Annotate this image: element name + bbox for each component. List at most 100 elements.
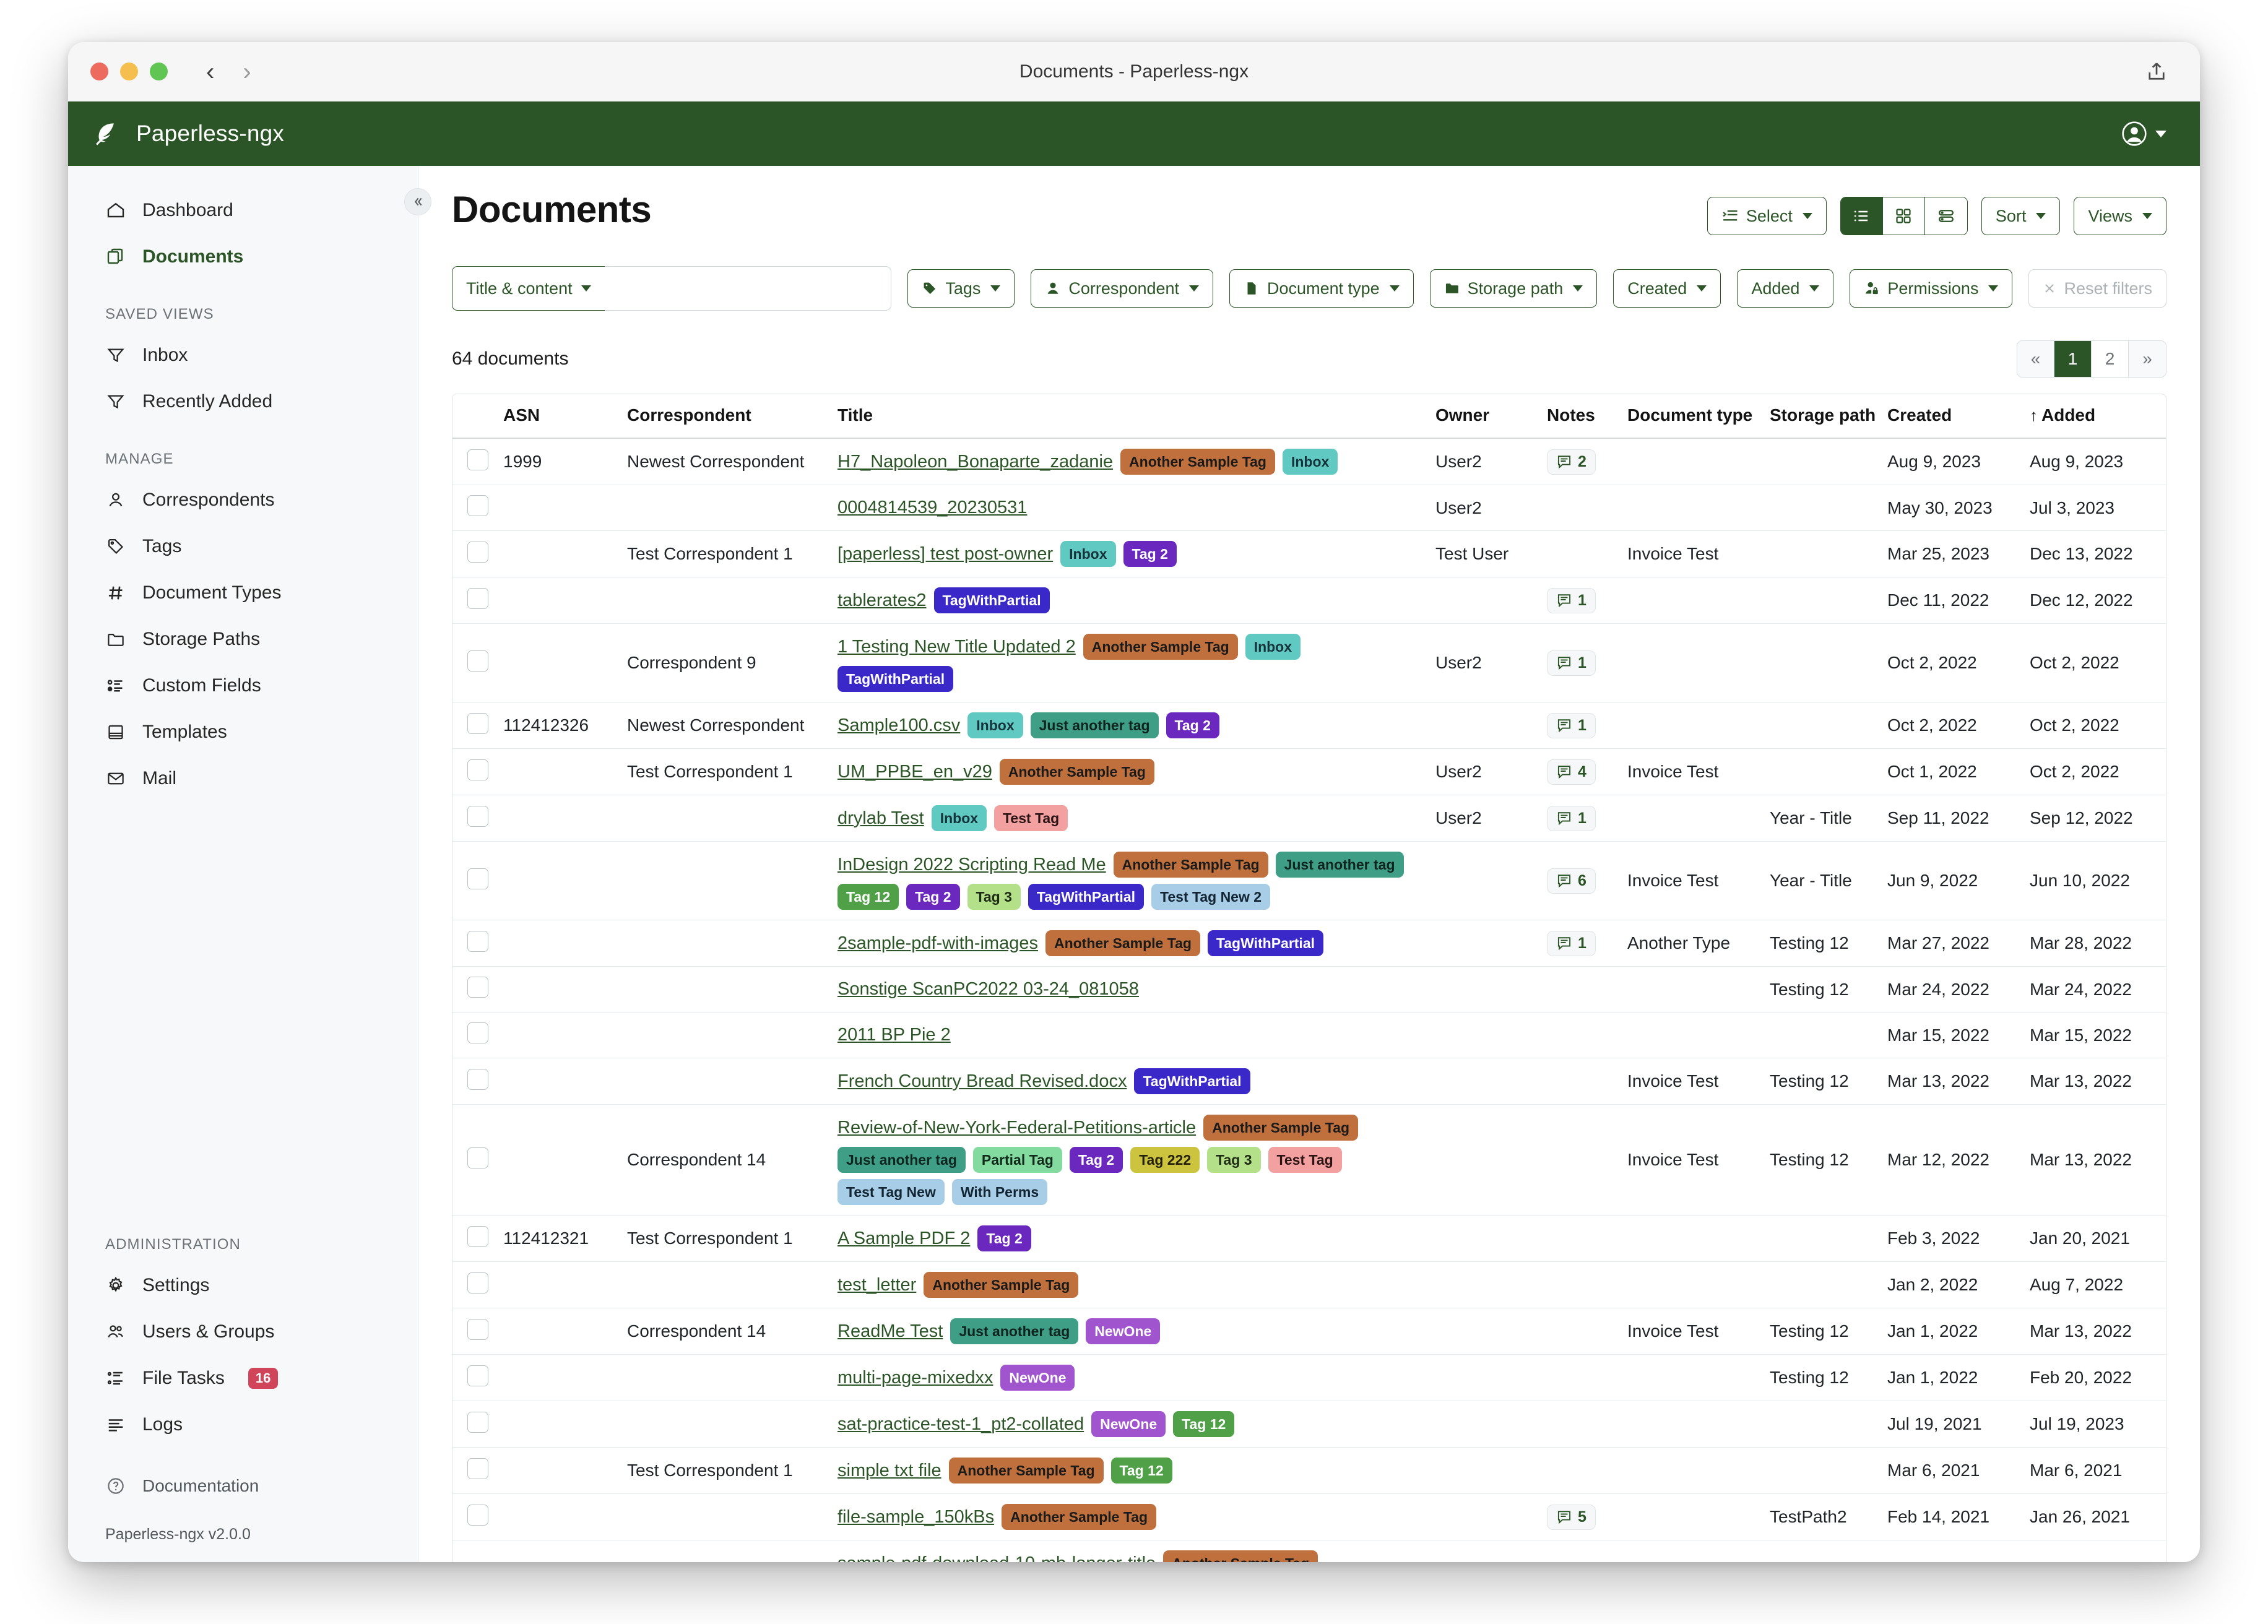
tag-chip[interactable]: TagWithPartial — [1028, 884, 1145, 910]
tag-chip[interactable]: Tag 2 — [1166, 712, 1219, 738]
title-content-dropdown[interactable]: Title & content — [452, 266, 605, 311]
tag-chip[interactable]: Another Sample Tag — [924, 1272, 1079, 1298]
document-title-link[interactable]: tablerates2 — [838, 590, 927, 610]
notes-badge[interactable]: 2 — [1547, 449, 1596, 475]
table-row[interactable]: file-sample_150kBs Another Sample Tag 5 Tes… — [452, 1493, 2166, 1540]
tag-chip[interactable]: Test Tag New 2 — [1151, 884, 1271, 910]
views-button[interactable]: Views — [2074, 197, 2166, 235]
tag-chip[interactable]: TagWithPartial — [933, 587, 1050, 613]
document-title-link[interactable]: H7_Napoleon_Bonaparte_zadanie — [838, 451, 1114, 472]
brand[interactable]: Paperless-ngx — [92, 121, 401, 147]
row-checkbox[interactable] — [467, 1022, 488, 1043]
tag-chip[interactable]: With Perms — [951, 1179, 1048, 1205]
document-title-link[interactable]: InDesign 2022 Scripting Read Me — [838, 854, 1106, 875]
row-checkbox[interactable] — [467, 977, 488, 998]
table-row[interactable]: 0004814539_20230531 User2 May 30, 2023 Jul … — [452, 485, 2166, 531]
tag-chip[interactable]: Tag 2 — [1123, 541, 1177, 567]
sidebar-item-settings[interactable]: Settings — [68, 1262, 418, 1308]
table-row[interactable]: Correspondent 14 ReadMe Test Just another … — [452, 1308, 2166, 1355]
document-title-link[interactable]: 2sample-pdf-with-images — [838, 933, 1038, 953]
tag-chip[interactable]: Another Sample Tag — [1163, 1550, 1318, 1562]
row-checkbox[interactable] — [467, 587, 488, 609]
document-title-link[interactable]: multi-page-mixedxx — [838, 1367, 993, 1388]
pagination-page-2[interactable]: 2 — [2092, 341, 2129, 377]
row-checkbox[interactable] — [467, 1272, 488, 1294]
tag-chip[interactable]: Inbox — [1060, 541, 1116, 567]
notes-badge[interactable]: 1 — [1547, 712, 1596, 738]
row-checkbox[interactable] — [467, 1225, 488, 1247]
document-title-link[interactable]: UM_PPBE_en_v29 — [838, 761, 992, 782]
back-icon[interactable]: ‹ — [206, 58, 215, 85]
table-row[interactable]: Test Correspondent 1 UM_PPBE_en_v29 Anothe… — [452, 748, 2166, 795]
row-checkbox[interactable] — [467, 712, 488, 734]
tag-chip[interactable]: Inbox — [967, 712, 1023, 738]
row-checkbox[interactable] — [467, 1458, 488, 1479]
pagination-page-1[interactable]: 1 — [2054, 341, 2092, 377]
sidebar-item-users-groups[interactable]: Users & Groups — [68, 1308, 418, 1355]
reset-filters-button[interactable]: Reset filters — [2028, 269, 2166, 308]
tag-chip[interactable]: NewOne — [1091, 1411, 1166, 1437]
sort-button[interactable]: Sort — [1981, 197, 2061, 235]
pagination-first[interactable]: « — [2017, 341, 2054, 377]
detail-view-button[interactable] — [1924, 197, 1967, 235]
row-checkbox[interactable] — [467, 1365, 488, 1386]
row-checkbox[interactable] — [467, 805, 488, 827]
tag-chip[interactable]: Tag 12 — [838, 884, 899, 910]
row-checkbox[interactable] — [467, 759, 488, 780]
tag-chip[interactable]: Inbox — [931, 805, 987, 831]
column-header-owner[interactable]: Owner — [1429, 394, 1541, 439]
table-row[interactable]: 112412324 sample-pdf-download-10-mb-longe… — [452, 1540, 2166, 1562]
tag-chip[interactable]: Tag 12 — [1110, 1458, 1172, 1484]
notes-badge[interactable]: 1 — [1547, 587, 1596, 613]
tag-chip[interactable]: Another Sample Tag — [1120, 449, 1275, 475]
storage-path-filter-button[interactable]: Storage path — [1429, 269, 1598, 308]
table-row[interactable]: tablerates2 TagWithPartial 1 Dec 11, 2022 De… — [452, 577, 2166, 624]
notes-badge[interactable]: 1 — [1547, 650, 1596, 676]
document-title-link[interactable]: A Sample PDF 2 — [838, 1228, 971, 1248]
table-row[interactable]: 112412321 Test Correspondent 1 A Sample PD… — [452, 1215, 2166, 1262]
title-content-input[interactable] — [604, 266, 892, 311]
tag-chip[interactable]: Just another tag — [1275, 852, 1404, 878]
table-row[interactable]: Correspondent 14 Review-of-New-York-Feder… — [452, 1104, 2166, 1216]
tag-chip[interactable]: NewOne — [1000, 1365, 1075, 1391]
tag-chip[interactable]: Tag 3 — [1207, 1147, 1261, 1173]
tag-chip[interactable]: Inbox — [1245, 634, 1301, 660]
sidebar-item-storage-paths[interactable]: Storage Paths — [68, 616, 418, 662]
tag-chip[interactable]: Partial Tag — [972, 1147, 1062, 1173]
sidebar-item-inbox[interactable]: Inbox — [68, 332, 418, 378]
row-checkbox[interactable] — [467, 1504, 488, 1526]
document-title-link[interactable]: 0004814539_20230531 — [838, 498, 1028, 517]
tag-chip[interactable]: Another Sample Tag — [1203, 1115, 1359, 1141]
tag-chip[interactable]: Tag 2 — [906, 884, 960, 910]
tag-chip[interactable]: Just another tag — [1030, 712, 1159, 738]
notes-badge[interactable]: 6 — [1547, 868, 1596, 894]
tag-chip[interactable]: Just another tag — [838, 1147, 966, 1173]
tag-chip[interactable]: Tag 2 — [1069, 1147, 1123, 1173]
column-header-asn[interactable]: ASN — [497, 394, 621, 439]
table-row[interactable]: InDesign 2022 Scripting Read Me Another S… — [452, 841, 2166, 920]
document-title-link[interactable]: ReadMe Test — [838, 1321, 943, 1341]
close-window-button[interactable] — [90, 63, 108, 80]
tag-chip[interactable]: Tag 3 — [967, 884, 1021, 910]
table-row[interactable]: Test Correspondent 1 simple txt file Anoth… — [452, 1447, 2166, 1494]
row-checkbox[interactable] — [467, 541, 488, 563]
column-header-added[interactable]: ↑ Added — [2023, 394, 2166, 439]
tag-chip[interactable]: Just another tag — [950, 1318, 1079, 1344]
tag-chip[interactable]: Tag 2 — [977, 1225, 1031, 1251]
sidebar-collapse-button[interactable] — [404, 188, 431, 215]
tag-chip[interactable]: Test Tag — [994, 805, 1068, 831]
permissions-filter-button[interactable]: Permissions — [1850, 269, 2013, 308]
table-row[interactable]: 1999 Newest Correspondent H7_Napoleon_Bona… — [452, 438, 2166, 485]
sidebar-item-documentation[interactable]: Documentation — [68, 1462, 418, 1509]
row-checkbox[interactable] — [467, 495, 488, 516]
share-icon[interactable] — [2145, 61, 2168, 83]
table-row[interactable]: drylab Test Inbox Test Tag User2 1 Year - Tit… — [452, 795, 2166, 842]
select-button[interactable]: Select — [1707, 197, 1827, 235]
column-header-created[interactable]: Created — [1881, 394, 2023, 439]
maximize-window-button[interactable] — [150, 63, 168, 80]
grid-view-button[interactable] — [1882, 197, 1925, 235]
row-checkbox[interactable] — [467, 1318, 488, 1340]
tag-chip[interactable]: TagWithPartial — [1134, 1068, 1250, 1094]
row-checkbox[interactable] — [467, 449, 488, 470]
tag-chip[interactable]: Inbox — [1282, 449, 1338, 475]
